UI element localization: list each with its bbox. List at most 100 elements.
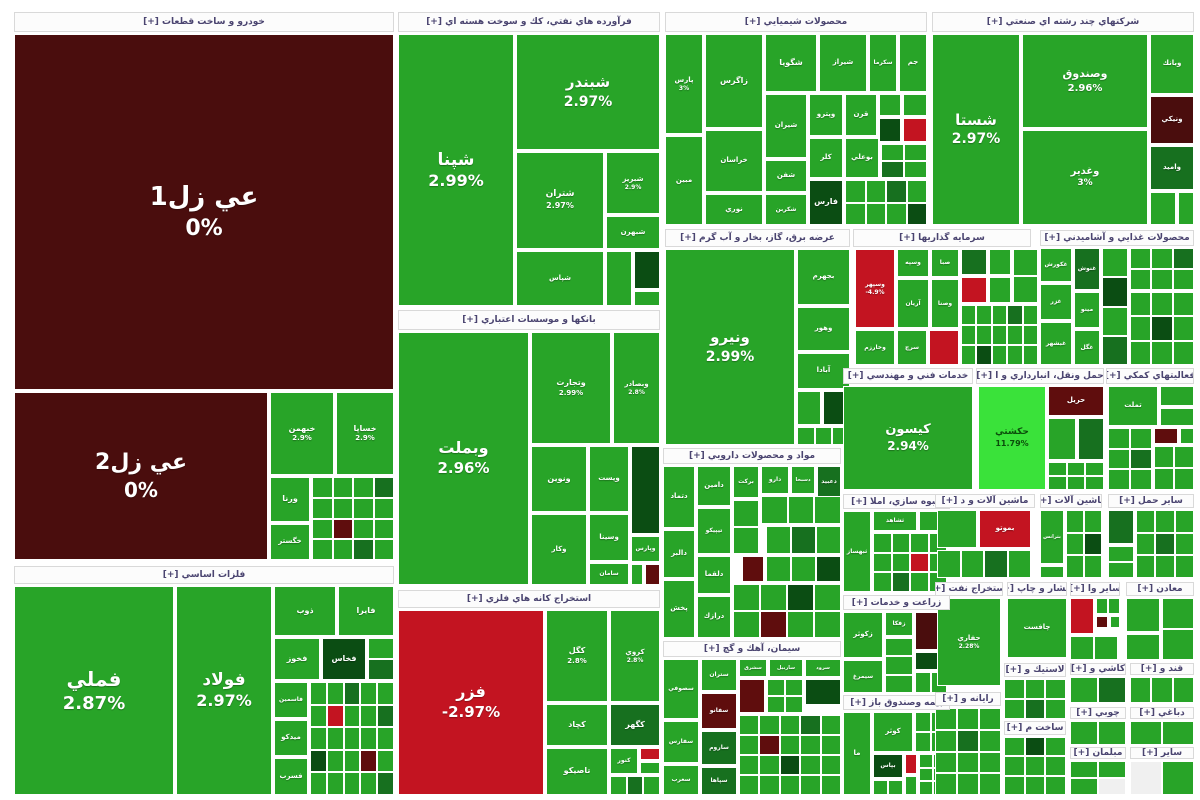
mini-tile[interactable] <box>800 715 821 735</box>
sector-header-sugar[interactable]: قند و [+] <box>1130 663 1194 675</box>
mini-tile[interactable] <box>1098 778 1126 795</box>
mini-tile[interactable] <box>766 556 791 582</box>
mini-tile[interactable] <box>1130 677 1152 703</box>
stock-tile[interactable]: كگل 2.8% <box>546 610 608 702</box>
mini-tile[interactable] <box>886 180 907 203</box>
mini-tile[interactable] <box>904 161 927 178</box>
stock-tile[interactable]: فملي 2.87% <box>14 586 174 795</box>
mini-tile[interactable] <box>1130 448 1152 470</box>
sector-header-auto[interactable]: خودرو و ساخت قطعات [+] <box>14 12 394 32</box>
stock-tile[interactable]: ميدكو <box>274 720 308 756</box>
stock-tile[interactable]: سامان <box>589 563 629 585</box>
stock-tile[interactable]: دسبحا <box>791 466 815 494</box>
sector-header-tiles-ceramic[interactable]: كاشي و [+] <box>1070 663 1126 675</box>
mini-tile[interactable] <box>1096 616 1108 628</box>
mini-tile[interactable] <box>1007 345 1023 365</box>
mini-tile[interactable] <box>1151 340 1173 365</box>
stock-tile[interactable]: شپاس <box>516 251 604 306</box>
mini-tile[interactable] <box>989 277 1011 303</box>
mini-tile[interactable] <box>1130 292 1152 317</box>
sector-header-oil-extraction[interactable]: استخراج نفت [+] <box>935 582 1003 596</box>
mini-tile[interactable] <box>1048 418 1076 460</box>
mini-tile[interactable] <box>1150 192 1176 225</box>
mini-tile[interactable] <box>891 552 910 573</box>
mini-tile[interactable] <box>816 556 841 582</box>
sector-header-oil-products[interactable]: فرآورده هاي نفتي، كك و سوخت هسته اي [+] <box>398 12 660 32</box>
mini-tile[interactable] <box>879 94 901 116</box>
stock-tile[interactable]: سرچ <box>897 330 927 365</box>
sector-header-chemicals[interactable]: محصولات شيميايي [+] <box>665 12 927 32</box>
mini-tile[interactable] <box>353 497 374 519</box>
mini-tile[interactable] <box>957 708 979 730</box>
sector-header-banks[interactable]: بانكها و موسسات اعتباري [+] <box>398 310 660 330</box>
mini-tile[interactable] <box>1178 192 1194 225</box>
mini-tile[interactable] <box>1040 566 1064 578</box>
mini-tile[interactable] <box>976 325 992 345</box>
mini-tile[interactable] <box>1102 306 1128 336</box>
mini-tile[interactable] <box>903 94 927 116</box>
mini-tile[interactable] <box>1024 756 1046 776</box>
stock-tile[interactable]: تاصيكو <box>546 748 608 795</box>
mini-tile[interactable] <box>326 704 344 728</box>
mini-tile[interactable] <box>1172 340 1194 365</box>
mini-tile[interactable] <box>906 202 927 225</box>
stock-tile[interactable]: دعبيد <box>817 466 841 498</box>
sector-header-computer[interactable]: رايانه و [+] <box>935 692 1001 706</box>
mini-tile[interactable] <box>961 249 987 275</box>
sector-header-other-transport[interactable]: ساير حمل [+] <box>1108 494 1194 508</box>
stock-tile[interactable]: وپست <box>589 446 629 512</box>
stock-tile[interactable]: غكورش <box>1040 248 1072 282</box>
stock-tile[interactable]: ستران <box>701 659 737 691</box>
stock-tile[interactable]: وسپه <box>897 249 929 277</box>
mini-tile[interactable] <box>1084 555 1102 578</box>
mini-tile[interactable] <box>1078 418 1104 460</box>
mini-tile[interactable] <box>961 277 987 303</box>
stock-tile[interactable]: خراسان <box>705 130 763 192</box>
mini-tile[interactable] <box>368 638 394 659</box>
mini-tile[interactable] <box>1045 737 1066 757</box>
mini-tile[interactable] <box>733 584 760 611</box>
stock-tile[interactable]: ساروم <box>701 731 737 765</box>
mini-tile[interactable] <box>1172 316 1194 341</box>
mini-tile[interactable] <box>979 751 1001 774</box>
mini-tile[interactable] <box>360 682 378 705</box>
mini-tile[interactable] <box>1172 677 1194 703</box>
mini-tile[interactable] <box>929 330 959 365</box>
mini-tile[interactable] <box>1007 305 1023 325</box>
mini-tile[interactable] <box>1098 677 1126 703</box>
mini-tile[interactable] <box>820 755 841 775</box>
sector-header-real-estate[interactable]: انبوه سازي، املا [+] <box>843 494 950 509</box>
mini-tile[interactable] <box>343 682 361 705</box>
stock-tile[interactable]: مينو <box>1074 292 1100 328</box>
mini-tile[interactable] <box>1162 721 1194 745</box>
stock-tile[interactable]: فاسمين <box>274 682 308 718</box>
stock-tile[interactable]: مبين <box>665 136 703 225</box>
sector-header-power[interactable]: عرضه برق، گاز، بخار و آب گرم [+] <box>665 229 850 247</box>
stock-tile[interactable]: تيپيكو <box>697 508 731 554</box>
mini-tile[interactable] <box>885 674 913 693</box>
mini-tile[interactable] <box>961 305 977 325</box>
mini-tile[interactable] <box>1024 737 1046 757</box>
mini-tile[interactable] <box>353 539 374 560</box>
sector-header-misc[interactable]: ساير [+] <box>1130 747 1194 759</box>
mini-tile[interactable] <box>1151 292 1173 317</box>
sector-header-food[interactable]: محصولات غذايي و آشاميدني [+] <box>1040 230 1194 246</box>
mini-tile[interactable] <box>935 773 957 795</box>
mini-tile[interactable] <box>767 696 785 713</box>
mini-tile[interactable] <box>814 611 841 638</box>
mini-tile[interactable] <box>1045 756 1066 776</box>
mini-tile[interactable] <box>1108 562 1134 578</box>
mini-tile[interactable] <box>332 539 353 560</box>
stock-tile[interactable]: شفن <box>765 160 807 192</box>
stock-tile[interactable]: وتجارت 2.99% <box>531 332 611 444</box>
mini-tile[interactable] <box>1174 555 1194 578</box>
mini-tile[interactable] <box>360 704 378 728</box>
mini-tile[interactable] <box>1172 269 1194 290</box>
stock-tile[interactable]: فولاد 2.97% <box>176 586 272 795</box>
mini-tile[interactable] <box>814 584 841 611</box>
mini-tile[interactable] <box>1007 550 1031 578</box>
mini-tile[interactable] <box>905 776 917 795</box>
mini-tile[interactable] <box>1048 476 1067 490</box>
mini-tile[interactable] <box>1130 316 1152 341</box>
mini-tile[interactable] <box>1162 629 1194 660</box>
